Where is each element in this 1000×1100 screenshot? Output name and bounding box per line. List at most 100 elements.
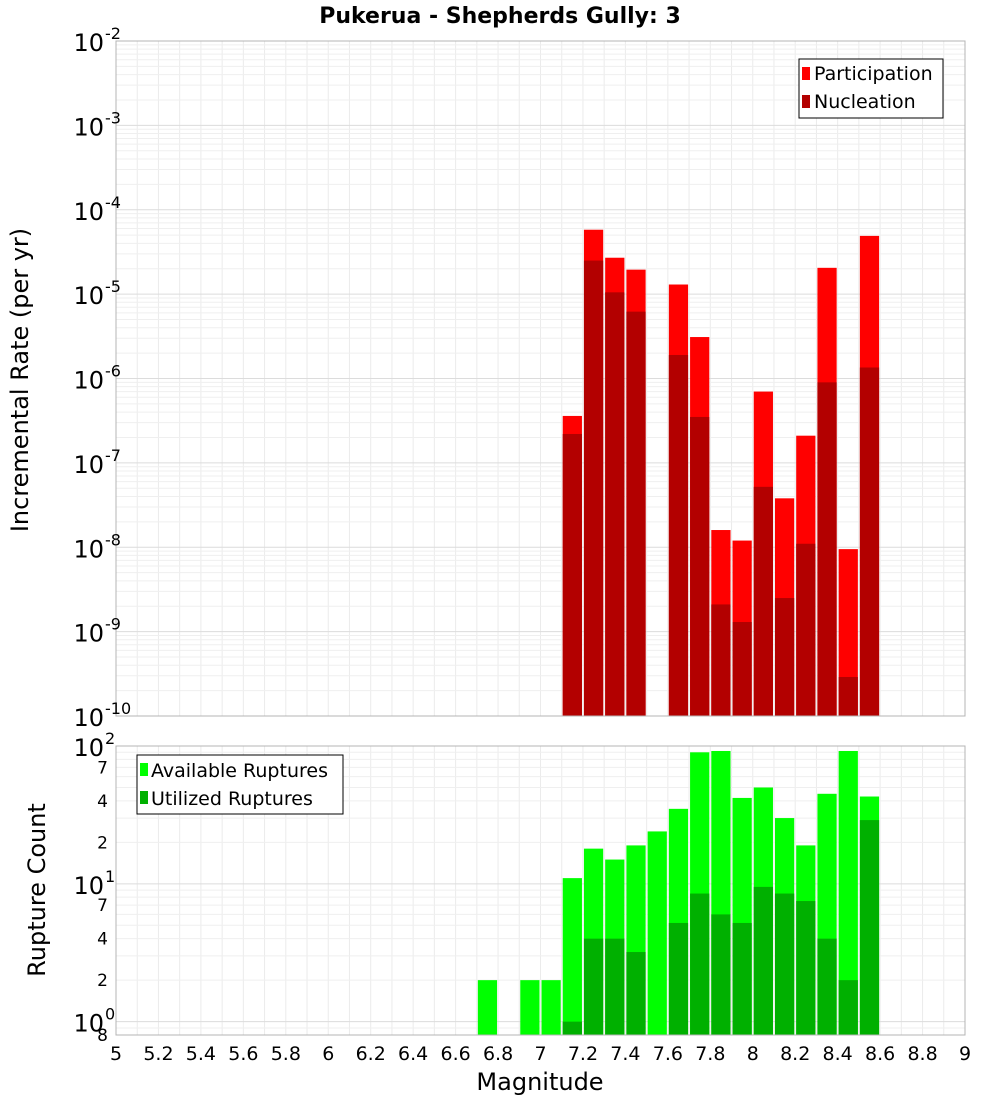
top-bars [562, 229, 880, 717]
x-tick-label: 5.6 [228, 1043, 258, 1065]
legend-swatch-available [140, 763, 148, 776]
y-tick-exponent: -9 [105, 615, 121, 634]
nucleation-bar [562, 433, 582, 716]
y-tick-label: 10 [73, 620, 104, 648]
nucleation-bar [732, 622, 752, 716]
nucleation-bar [817, 382, 837, 716]
utilized-ruptures-bar [753, 886, 773, 1035]
bottom-y-axis-label: Rupture Count [23, 803, 51, 977]
x-tick-label: 6.2 [356, 1043, 386, 1065]
chart-title: Pukerua - Shepherds Gully: 3 [319, 4, 681, 29]
top-grid [115, 41, 966, 717]
x-tick-label: 6 [322, 1043, 334, 1065]
utilized-ruptures-bar [838, 980, 858, 1035]
utilized-ruptures-bar [817, 938, 837, 1035]
x-tick-label: 8.6 [865, 1043, 895, 1065]
top-plot-frame [115, 40, 966, 717]
utilized-ruptures-bar [583, 938, 604, 1035]
y-tick-label: 10 [73, 198, 104, 226]
utilized-ruptures-bar [562, 1021, 582, 1035]
nucleation-bar [838, 676, 858, 716]
y-tick-exponent: -7 [105, 446, 121, 465]
bottom-legend: Available Ruptures Utilized Ruptures [136, 754, 344, 815]
utilized-ruptures-bar [690, 893, 710, 1035]
y-tick-exponent: -2 [105, 24, 121, 43]
x-tick-label: 5.8 [271, 1043, 301, 1065]
available-ruptures-bar [541, 980, 561, 1035]
legend-swatch-participation [802, 67, 810, 80]
y-minor-tick-label: 7 [97, 758, 108, 778]
y-tick-exponent: 0 [105, 1005, 115, 1024]
available-ruptures-bar [562, 878, 582, 1035]
legend-swatch-utilized [140, 791, 148, 804]
y-tick-exponent: -10 [105, 699, 131, 718]
y-minor-tick-label: 7 [97, 896, 108, 916]
x-tick-label: 7.8 [695, 1043, 725, 1065]
x-tick-label: 8.2 [780, 1043, 810, 1065]
nucleation-bar [796, 543, 816, 716]
nucleation-bar [583, 260, 604, 716]
y-tick-label: 10 [73, 113, 104, 141]
nucleation-bar [753, 486, 773, 716]
utilized-ruptures-bar [859, 820, 880, 1035]
utilized-ruptures-bar [711, 914, 731, 1035]
y-tick-label: 10 [73, 535, 104, 563]
top-y-axis-label: Incremental Rate (per yr) [6, 228, 34, 532]
utilized-ruptures-bar [626, 952, 646, 1035]
x-tick-label: 6.6 [440, 1043, 470, 1065]
y-tick-exponent: 1 [105, 867, 115, 886]
nucleation-bar [711, 604, 731, 716]
x-tick-label: 5.2 [143, 1043, 173, 1065]
top-legend-box [798, 58, 944, 119]
y-minor-tick-label: 2 [97, 833, 108, 853]
x-tick-label: 7.6 [653, 1043, 683, 1065]
y-minor-tick-label: 2 [97, 971, 108, 991]
nucleation-bar [605, 292, 625, 716]
y-tick-label: 10 [73, 29, 104, 57]
available-ruptures-bar [477, 980, 498, 1035]
legend-label-utilized: Utilized Ruptures [151, 788, 313, 810]
x-tick-label: 5.4 [186, 1043, 216, 1065]
y-tick-label: 10 [73, 282, 104, 310]
available-ruptures-bar [647, 831, 667, 1035]
utilized-ruptures-bar [796, 901, 816, 1035]
x-tick-label: 9 [959, 1043, 971, 1065]
bottom-legend-box [136, 754, 344, 815]
nucleation-bar [690, 416, 710, 716]
x-tick-label: 7 [534, 1043, 546, 1065]
x-tick-label: 6.4 [398, 1043, 428, 1065]
y-tick-label: 10 [73, 704, 104, 732]
y-tick-label: 10 [73, 872, 104, 900]
x-tick-label: 8.4 [823, 1043, 853, 1065]
y-tick-exponent: -6 [105, 362, 121, 381]
y-tick-label: 10 [73, 451, 104, 479]
x-tick-label: 8.8 [907, 1043, 937, 1065]
y-tick-label: 10 [73, 367, 104, 395]
available-ruptures-bar [838, 750, 858, 1035]
nucleation-bar [859, 367, 880, 716]
y-minor-tick-label: 4 [97, 930, 108, 950]
nucleation-bar [774, 598, 795, 716]
y-tick-label: 10 [73, 734, 104, 762]
y-tick-exponent: -3 [105, 108, 121, 127]
legend-label-nucleation: Nucleation [814, 91, 916, 113]
x-axis-label: Magnitude [476, 1068, 603, 1096]
x-tick-label: 7.2 [568, 1043, 598, 1065]
participation-bar [838, 549, 858, 716]
utilized-ruptures-bar [732, 922, 752, 1035]
x-tick-label: 8 [747, 1043, 759, 1065]
nucleation-bar [626, 311, 646, 716]
utilized-ruptures-bar [774, 893, 795, 1035]
bottom-bars [477, 750, 880, 1035]
utilized-ruptures-bar [605, 938, 625, 1035]
y-minor-tick-label: 8 [97, 1026, 108, 1046]
legend-swatch-nucleation [802, 95, 810, 108]
y-minor-tick-label: 4 [97, 792, 108, 812]
y-tick-exponent: -5 [105, 277, 121, 296]
utilized-ruptures-bar [668, 922, 689, 1035]
bottom-plot-frame [115, 745, 966, 1036]
